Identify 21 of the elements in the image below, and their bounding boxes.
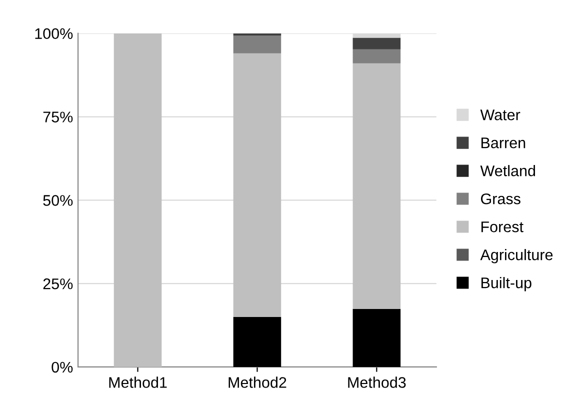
bar [114,33,162,367]
y-tick-label: 0% [52,362,73,373]
legend-label: Wetland [480,165,536,176]
legend-label: Forest [481,222,524,232]
bar [233,53,282,317]
bar [352,38,401,50]
x-tick-label: Method3 [348,376,406,388]
y-tick-label: 25% [43,278,73,290]
legend-label: Built-up [481,277,532,292]
legend-label: Barren [481,138,526,148]
bar [233,36,282,54]
legend-label: Water [480,110,520,120]
legend-label: Agriculture [480,249,553,264]
y-tick-label: 75% [43,112,73,122]
bar [352,63,401,309]
bar [352,49,401,64]
y-tick-label: 50% [43,195,73,206]
x-tick-label: Method1 [109,376,167,388]
y-tick-label: 100% [35,28,73,40]
x-tick-label: Method2 [228,376,286,388]
legend-label: Grass [480,193,520,204]
